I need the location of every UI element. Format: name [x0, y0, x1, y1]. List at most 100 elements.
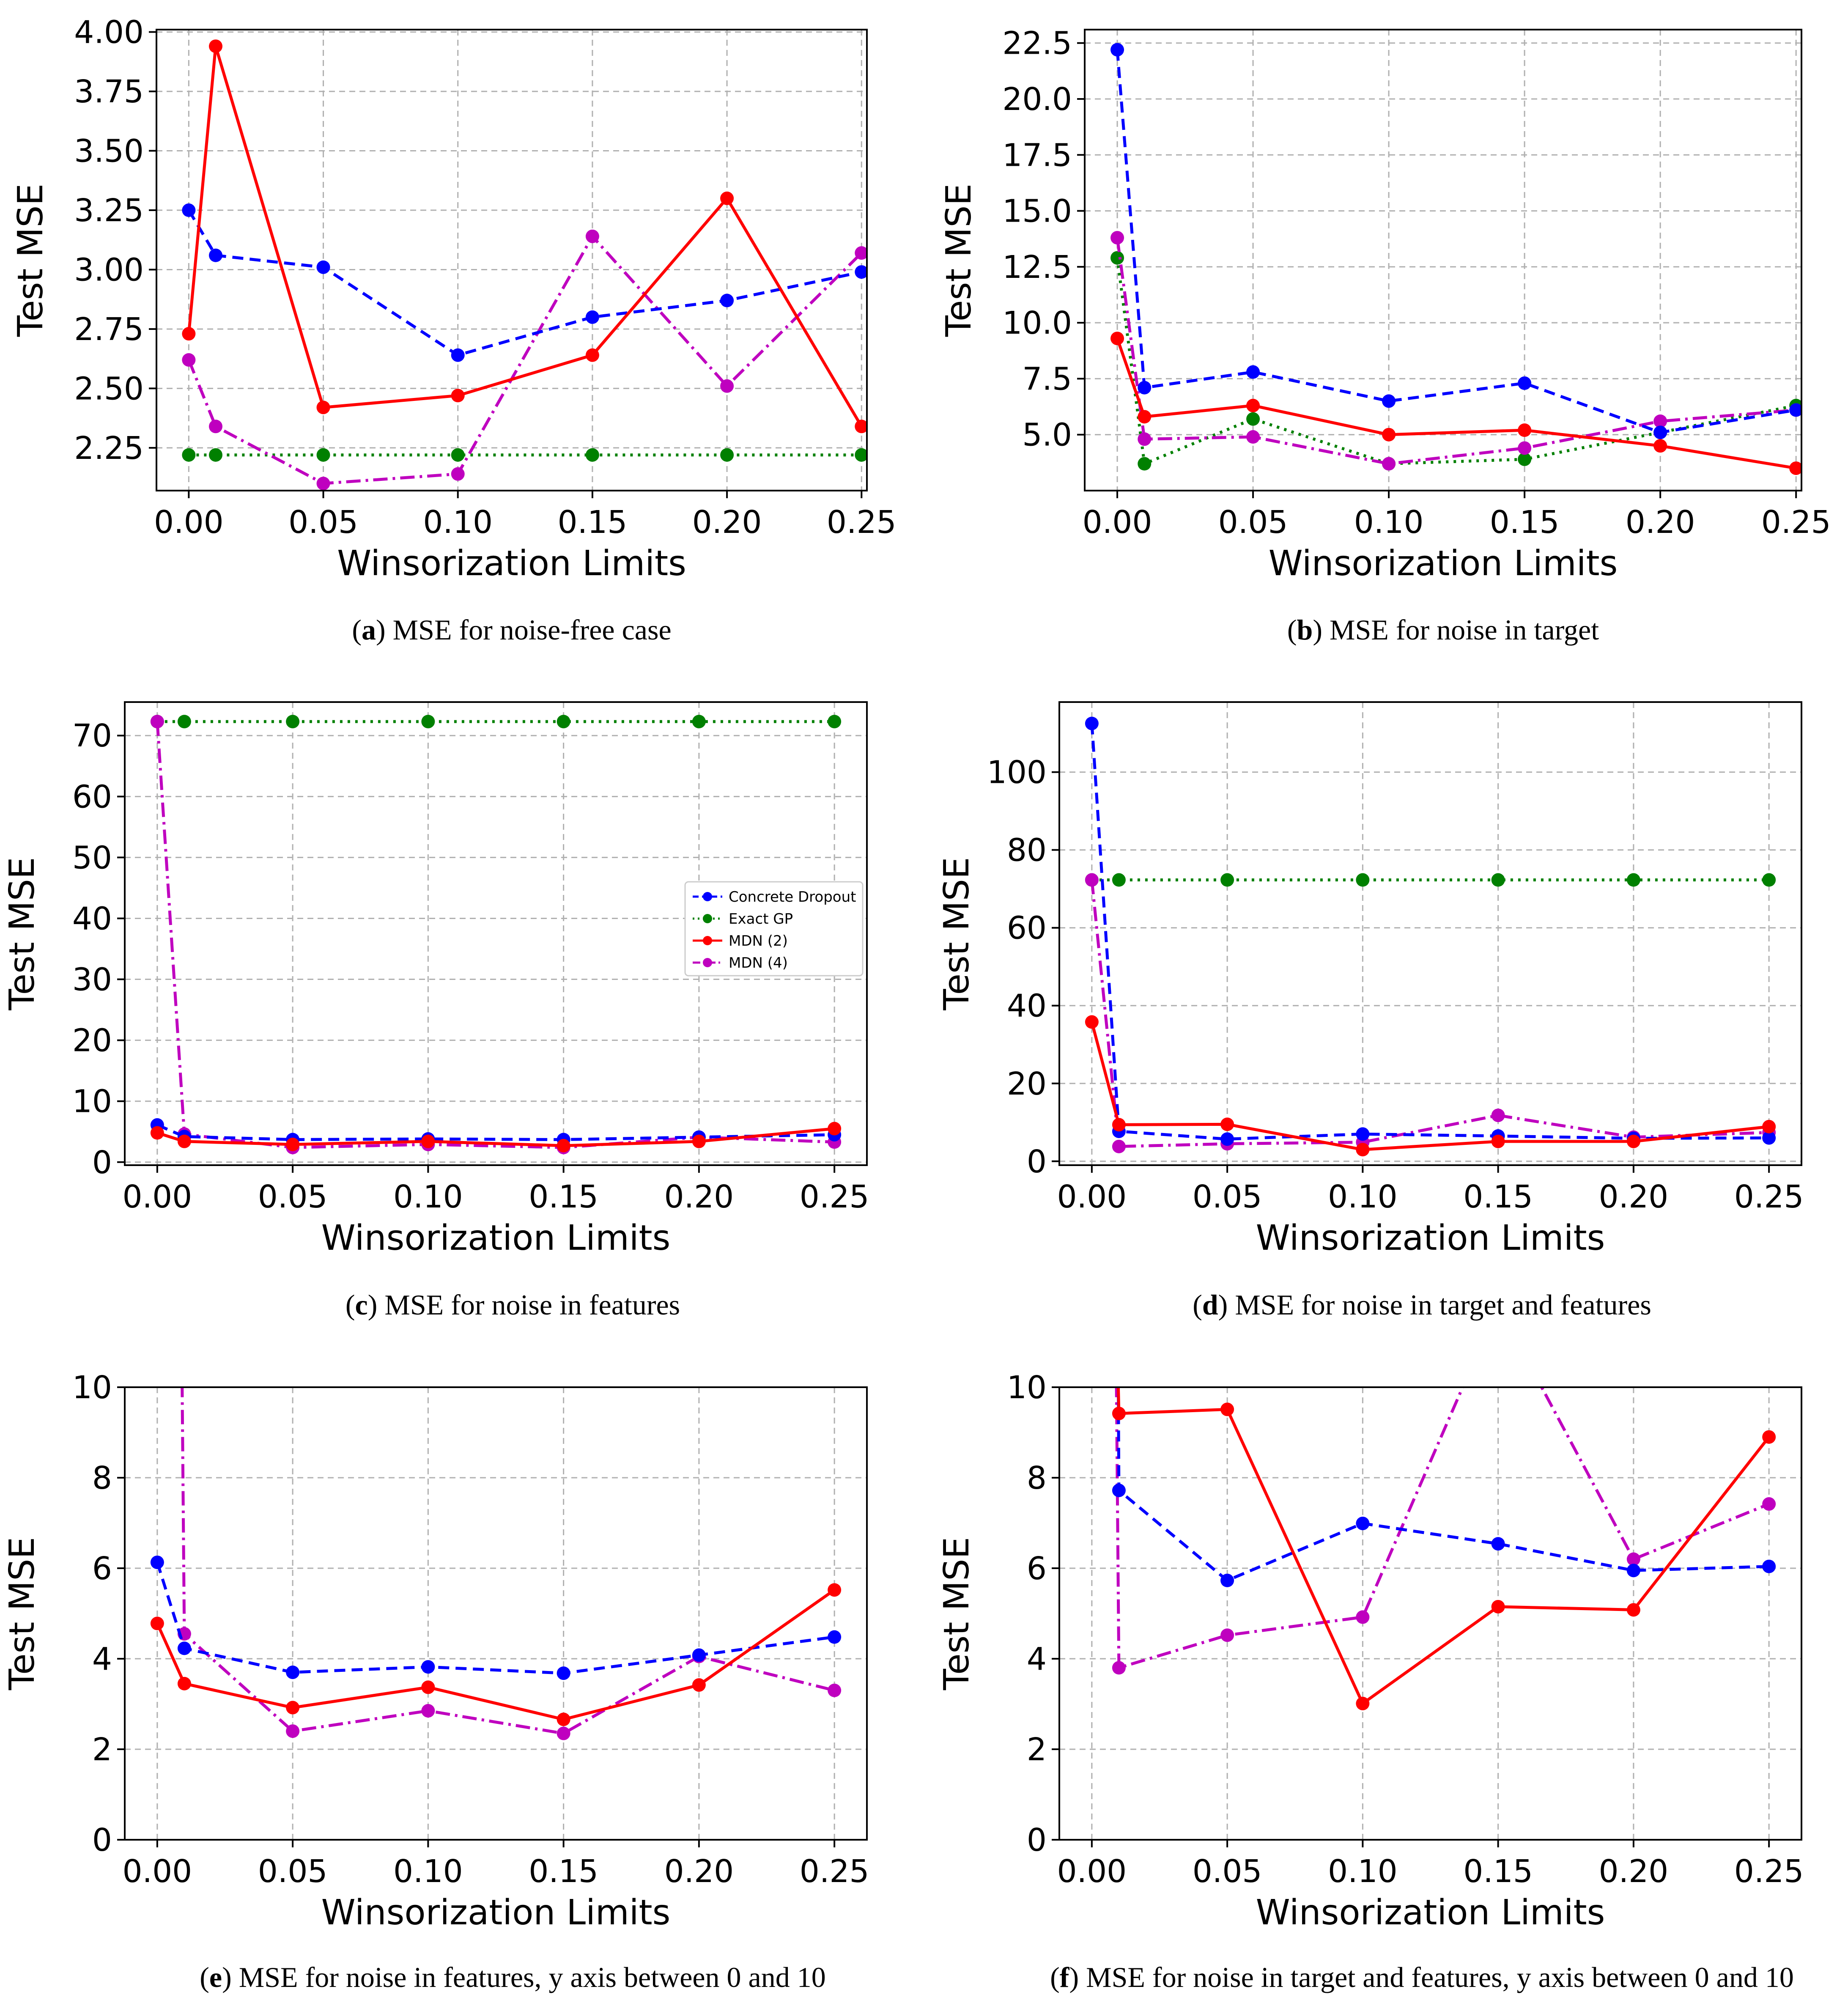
data-point [421, 1134, 435, 1148]
x-tick-label: 0.00 [1057, 1853, 1127, 1890]
x-tick-label: 0.10 [393, 1179, 463, 1215]
data-point [855, 265, 867, 279]
caption: (e) MSE for noise in features, y axis be… [200, 1961, 826, 1993]
data-point [828, 1630, 842, 1644]
legend-marker [703, 936, 712, 945]
x-tick-label: 0.20 [1626, 504, 1695, 541]
panel-d: 0.00 0.05 0.10 0.15 0.20 0.25 0 20 40 60 80 100 Wins… [937, 701, 1804, 1321]
data-point [1356, 1143, 1370, 1157]
series-line [1090, 1021, 1769, 1151]
data-point [1112, 1118, 1126, 1132]
y-tick-label: 20 [1007, 1066, 1047, 1102]
caption-label: e [209, 1961, 222, 1993]
y-axis-label: Test MSE [939, 184, 979, 337]
y-axis-label: Test MSE [937, 1537, 977, 1690]
data-point [1382, 394, 1396, 408]
panel-a: 0.00 0.05 0.10 0.15 0.20 0.25 2.25 2.50 2.75 3.00… [11, 14, 897, 646]
data-point [182, 327, 196, 341]
legend-marker [703, 892, 712, 901]
data-point [1112, 873, 1126, 887]
data-point [1246, 430, 1260, 444]
x-tick-label: 0.15 [1463, 1179, 1533, 1215]
series-concrete-dropout [1085, 716, 1776, 1146]
data-point [1138, 457, 1152, 471]
data-point [1138, 432, 1152, 446]
data-point [1626, 1552, 1640, 1566]
data-point [286, 1724, 300, 1738]
x-tick-label: 0.10 [1328, 1179, 1398, 1215]
data-point [150, 715, 164, 729]
y-tick-label: 3.75 [74, 74, 144, 110]
x-tick-label: 0.15 [529, 1853, 598, 1890]
series-line [156, 1562, 835, 1675]
legend: Concrete Dropout Exact GP MDN (2) MDN (4) [684, 881, 864, 977]
data-point [720, 448, 734, 462]
data-point [1356, 873, 1370, 887]
y-axis-label: Test MSE [11, 184, 51, 337]
data-point [1762, 873, 1776, 887]
y-tick-label: 10.0 [1002, 305, 1072, 341]
series-line [187, 209, 862, 357]
x-tick-label: 0.10 [1354, 504, 1424, 541]
y-tick-label: 0 [92, 1822, 112, 1858]
x-tick-label: 0.25 [800, 1179, 869, 1215]
series-exact-gp [1085, 873, 1776, 887]
y-tick-label: 5.0 [1022, 417, 1072, 453]
x-axis-label: Winsorization Limits [1256, 1893, 1605, 1933]
data-point [1356, 1610, 1370, 1624]
series-mdn-4- [1110, 231, 1801, 471]
caption-text: MSE for noise in target [1322, 614, 1599, 646]
data-point [1789, 403, 1801, 417]
x-tick-label: 0.05 [258, 1853, 328, 1890]
data-point [828, 1583, 842, 1597]
series-exact-gp [150, 715, 842, 729]
x-tick-label: 0.05 [288, 504, 358, 541]
data-point [1491, 1134, 1505, 1148]
data-point [692, 715, 706, 729]
x-tick-label: 0.25 [1734, 1179, 1804, 1215]
data-point [209, 448, 222, 462]
data-point [1789, 461, 1801, 475]
data-point [150, 1126, 164, 1140]
x-tick-label: 0.20 [1599, 1179, 1669, 1215]
series-concrete-dropout [150, 1556, 842, 1680]
data-point [1626, 873, 1640, 887]
data-point [1220, 1132, 1234, 1146]
series-mdn-2- [1110, 332, 1801, 475]
series-mdn-2- [1112, 1387, 1776, 1710]
data-point [1762, 1119, 1776, 1133]
series-mdn-4- [182, 229, 867, 491]
x-tick-label: 0.20 [1599, 1853, 1669, 1890]
x-tick-label: 0.20 [664, 1179, 734, 1215]
plot-frame [1058, 701, 1802, 1166]
series-concrete-dropout [182, 203, 867, 362]
x-tick-label: 0.00 [1057, 1179, 1127, 1215]
data-point [286, 1666, 300, 1679]
data-point [1112, 1483, 1126, 1497]
series-mdn-2- [182, 39, 867, 434]
legend-label: MDN (4) [729, 955, 788, 971]
data-point [557, 1666, 570, 1680]
data-point [855, 420, 867, 434]
data-point [720, 191, 734, 205]
data-point [557, 1712, 570, 1726]
y-tick-label: 4.00 [74, 14, 144, 51]
data-point [720, 294, 734, 307]
data-point [720, 379, 734, 393]
y-tick-label: 2.25 [74, 430, 144, 466]
data-point [1112, 1139, 1126, 1153]
data-point [1356, 1127, 1370, 1141]
panel-c: 0.00 0.05 0.10 0.15 0.20 0.25 0 10 20 30 40 50 60 70 W… [2, 701, 869, 1321]
plot-frame [1084, 29, 1802, 491]
data-point [1626, 1134, 1640, 1148]
data-point [1491, 873, 1505, 887]
data-point [177, 715, 191, 729]
y-tick-label: 2 [92, 1731, 112, 1768]
data-point [316, 477, 330, 491]
data-point [1110, 231, 1124, 245]
legend-marker [703, 914, 712, 923]
data-point [1382, 428, 1396, 442]
data-point [1110, 332, 1124, 346]
panel-f: 0.00 0.05 0.10 0.15 0.20 0.25 0 2 4 6 8 10 Winsoriza… [937, 1369, 1804, 1993]
series-line [1116, 237, 1796, 465]
